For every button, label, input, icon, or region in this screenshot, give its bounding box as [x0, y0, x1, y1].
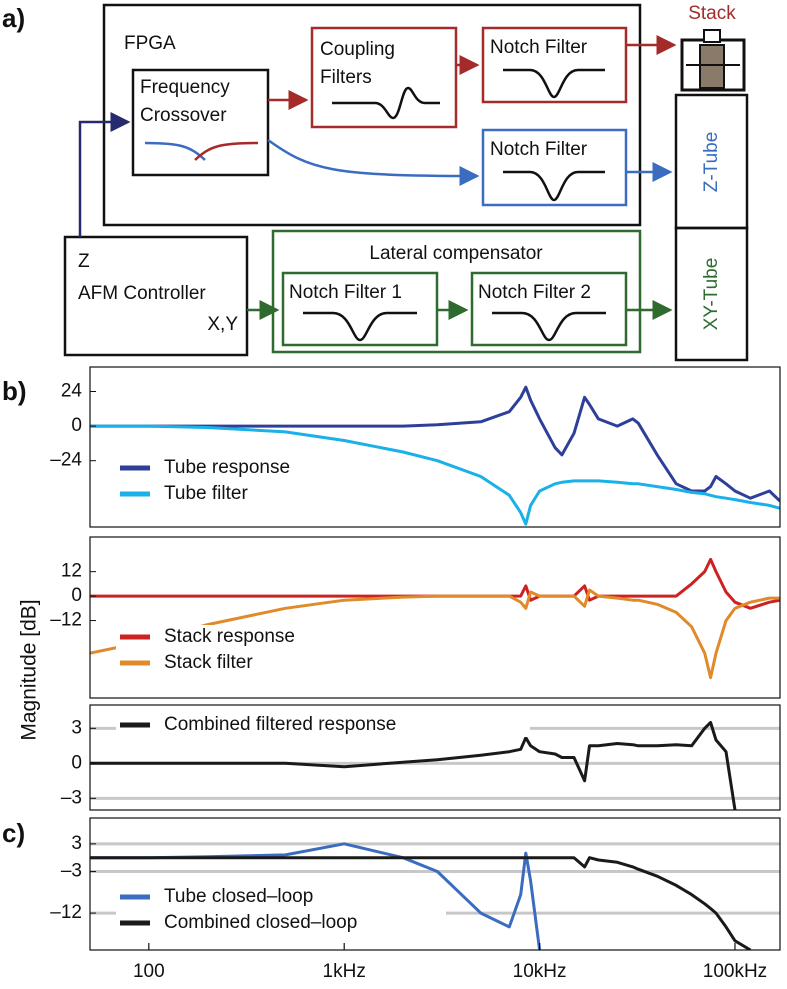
y-tick-label: 0	[71, 415, 82, 436]
plot-frame	[89, 817, 781, 951]
y-tick-label: 3	[71, 833, 82, 854]
legend-label: Tube response	[164, 457, 290, 478]
notch-icon	[503, 68, 605, 99]
arrow	[267, 138, 480, 186]
plot	[90, 557, 780, 680]
notch-label: Notch Filter	[490, 139, 588, 160]
controller-label: AFM Controller	[78, 283, 206, 304]
legend-bg	[116, 713, 530, 737]
controller-label: X,Y	[207, 314, 238, 335]
stack-label: Stack	[688, 3, 736, 24]
y-tick-label: –12	[50, 902, 82, 923]
legend-label: Tube closed–loop	[164, 886, 313, 907]
y-tick-label: 12	[61, 561, 82, 582]
series-line	[90, 588, 780, 680]
lateral-box	[271, 229, 642, 354]
y-tick-label: 24	[61, 381, 83, 402]
notch1-label: Notch Filter 1	[289, 282, 402, 303]
notch-box	[481, 26, 628, 104]
plot-frame	[89, 704, 781, 811]
y-tick-label: –3	[61, 787, 82, 808]
xy-tube-label: XY-Tube	[701, 258, 722, 331]
series-line	[90, 385, 780, 503]
panel-label: c)	[2, 818, 25, 848]
y-tick-label: 0	[71, 752, 82, 773]
controller-label: Z	[78, 251, 90, 272]
notch2-label: Notch Filter 2	[478, 282, 591, 303]
legend-bg	[116, 911, 446, 935]
fpga-box	[102, 3, 642, 227]
y-tick-label: –24	[50, 450, 82, 471]
x-tick-label: 100	[133, 961, 165, 982]
x-tick-label: 100kHz	[703, 961, 767, 982]
stack-icon	[680, 29, 746, 92]
legend-label: Stack filter	[164, 652, 253, 673]
coupling-label: Coupling	[320, 39, 395, 60]
y-tick-label: 0	[71, 585, 82, 606]
plot-frame	[89, 366, 781, 528]
legend-bg	[116, 456, 348, 480]
notch-icon	[503, 170, 605, 202]
notch-box	[481, 128, 628, 207]
coupling-icon	[332, 86, 440, 120]
y-tick-label: –3	[61, 861, 82, 882]
plot-frame	[89, 536, 781, 699]
legend-bg	[116, 885, 390, 909]
crossover-box	[131, 68, 270, 177]
y-axis-label: Magnitude [dB]	[18, 599, 41, 740]
coupling-box	[310, 26, 458, 129]
legend-label: Combined filtered response	[164, 714, 396, 735]
notch-icon	[492, 311, 606, 342]
series-line	[90, 424, 780, 526]
legend-bg	[116, 625, 362, 649]
notch-label: Notch Filter	[490, 37, 588, 58]
legend-label: Combined closed–loop	[164, 912, 357, 933]
notch-icon	[303, 311, 417, 342]
crossover-label: Frequency	[140, 77, 230, 98]
crossover-label: Crossover	[140, 105, 227, 126]
lateral-label: Lateral compensator	[369, 243, 543, 264]
legend-bg	[116, 651, 334, 675]
diagram: a) FPGA Frequency Crossover Coupling Fil…	[2, 3, 749, 362]
plot	[90, 385, 780, 526]
arrow	[78, 112, 131, 237]
series-line	[90, 721, 737, 810]
legend-label: Stack response	[164, 626, 295, 647]
xy-tube-box	[674, 226, 749, 362]
crossover-icon	[194, 141, 259, 161]
series-line	[90, 557, 780, 610]
legend-label: Tube filter	[164, 483, 248, 504]
z-tube-label: Z-Tube	[701, 132, 722, 193]
series-line	[90, 856, 752, 950]
x-tick-label: 10kHz	[513, 961, 567, 982]
coupling-label: Filters	[320, 67, 372, 88]
y-tick-label: 3	[71, 717, 82, 738]
controller-box	[63, 235, 249, 357]
panel-label: a)	[2, 3, 25, 33]
fpga-label: FPGA	[124, 33, 176, 54]
y-tick-label: –12	[50, 610, 82, 631]
panel-label: b)	[2, 376, 27, 406]
x-tick-label: 1kHz	[323, 961, 366, 982]
